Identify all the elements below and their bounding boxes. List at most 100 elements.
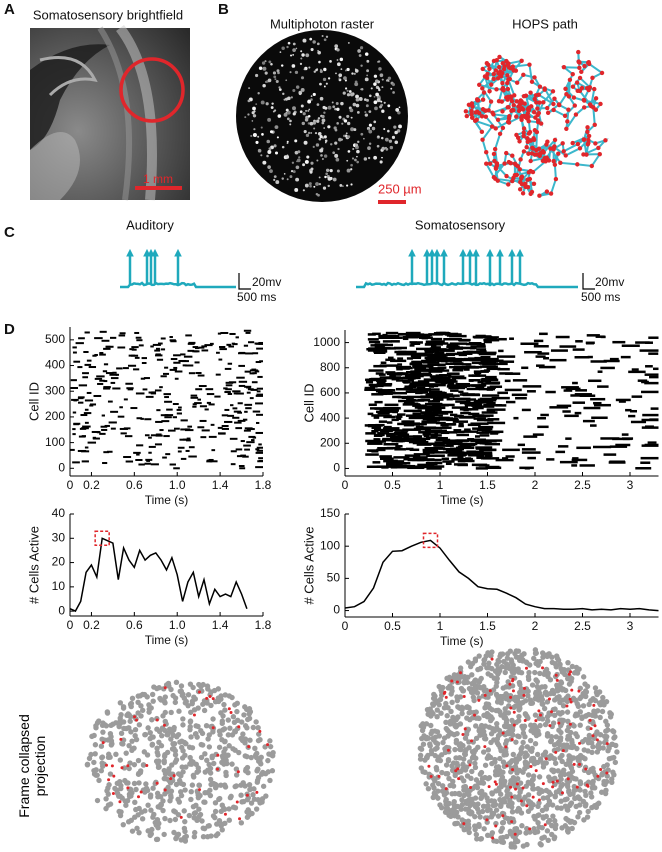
raster-event <box>226 343 232 346</box>
cell-dot <box>360 64 363 67</box>
path-point <box>525 177 530 182</box>
cell-dot <box>565 693 571 699</box>
cell-dot <box>363 137 365 140</box>
raster-event <box>391 418 399 422</box>
raster-event <box>464 352 473 355</box>
raster-event <box>409 352 427 356</box>
raster-event <box>438 416 450 420</box>
raster-event <box>394 407 401 410</box>
raster-event <box>485 381 501 385</box>
cell-dot <box>319 96 324 101</box>
cell-dot <box>338 73 343 78</box>
raster-event <box>96 375 105 378</box>
cell-dot <box>121 765 128 771</box>
raster-event <box>405 447 414 451</box>
cell-dot <box>154 749 160 756</box>
cell-dot <box>454 820 461 827</box>
cell-dot <box>349 108 354 113</box>
raster-event <box>404 454 421 457</box>
raster-event <box>229 437 238 440</box>
cell-dot <box>466 829 472 836</box>
cell-dot <box>307 122 311 125</box>
raster-event <box>476 456 487 459</box>
path-point <box>590 75 595 81</box>
cell-dot <box>318 176 321 179</box>
path-point <box>463 109 469 114</box>
cell-dot <box>489 790 495 796</box>
cell-dot <box>453 737 460 744</box>
cell-dot <box>181 808 187 814</box>
path-point <box>579 69 584 75</box>
cell-dot <box>325 172 328 176</box>
cell-dot <box>329 60 332 63</box>
raster-event <box>409 341 417 344</box>
cell-dot <box>492 759 498 765</box>
raster-event <box>432 354 439 357</box>
path-point <box>520 191 526 196</box>
cell-dot <box>298 156 301 159</box>
raster-event <box>112 371 117 374</box>
raster-event <box>86 391 92 394</box>
cell-dot <box>179 755 186 761</box>
raster-event <box>70 386 79 389</box>
raster-event <box>412 364 421 368</box>
raster-event <box>540 413 549 417</box>
cell-dot <box>305 109 308 112</box>
cell-dot <box>549 831 555 838</box>
cell-dot <box>552 760 559 766</box>
cell-dot <box>494 699 501 705</box>
raster-event <box>422 433 438 436</box>
cell-dot <box>455 714 461 720</box>
path-point <box>551 158 556 164</box>
y-tick-label: 150 <box>320 506 340 520</box>
cell-dot <box>337 147 340 151</box>
raster-event <box>406 333 425 336</box>
raster-event <box>545 390 556 394</box>
active-cell-dot <box>437 774 441 778</box>
cell-dot <box>125 780 131 786</box>
path-point <box>474 97 480 102</box>
cell-dot <box>289 175 293 179</box>
raster-event <box>435 421 446 425</box>
raster-event <box>236 376 245 379</box>
raster-event <box>256 421 260 424</box>
raster-event <box>229 332 236 335</box>
raster-event <box>448 417 457 421</box>
raster-event <box>653 367 659 371</box>
cell-dot <box>425 711 431 717</box>
raster-event <box>450 378 457 382</box>
path-point <box>577 65 582 70</box>
cell-dot <box>373 100 378 105</box>
raster-event <box>483 357 499 361</box>
raster-event <box>255 451 263 454</box>
cell-dot <box>129 738 135 744</box>
raster-event <box>373 416 380 419</box>
raster-event <box>521 448 536 451</box>
raster-event <box>600 437 620 440</box>
x-tick-label: 0.5 <box>384 478 401 492</box>
raster-event <box>440 357 446 361</box>
path-point <box>577 146 583 151</box>
cell-dot <box>501 714 507 721</box>
cell-dot <box>541 671 547 677</box>
path-point <box>565 119 570 124</box>
active-cell-dot <box>101 741 105 745</box>
cell-dot <box>177 688 183 694</box>
active-cell-dot <box>555 779 559 783</box>
cell-dot <box>310 161 314 165</box>
active-cell-dot <box>531 795 535 799</box>
cell-dot <box>444 727 451 734</box>
raster-event <box>125 460 134 463</box>
raster-event <box>164 366 169 369</box>
raster-event <box>416 386 426 390</box>
raster-event <box>155 434 163 437</box>
cell-dot <box>172 816 179 823</box>
active-cell-dot <box>510 795 514 799</box>
raster-event <box>445 451 465 454</box>
scale-bar-label: 500 ms <box>581 290 620 304</box>
raster-event <box>447 384 459 387</box>
cell-dot <box>310 98 313 101</box>
cell-dot <box>301 53 305 57</box>
cell-dot <box>531 722 538 729</box>
cell-dot <box>525 772 532 778</box>
